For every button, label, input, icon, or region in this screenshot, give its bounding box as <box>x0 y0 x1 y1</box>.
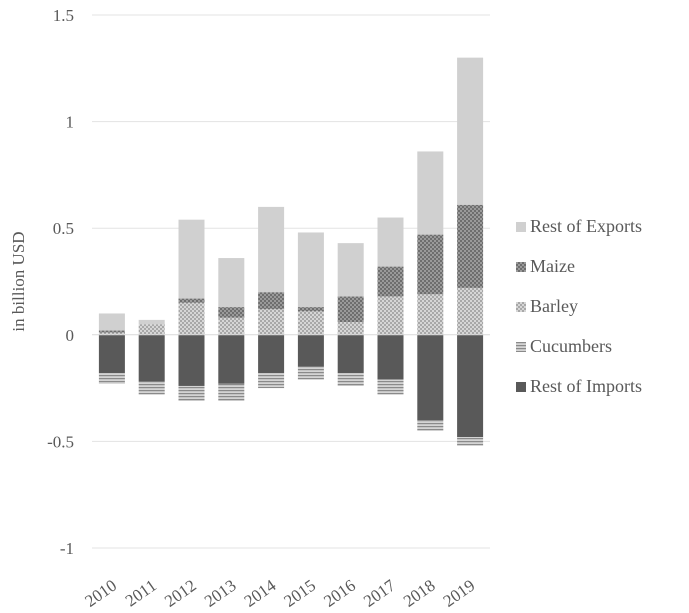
bar-cucumbers-2015 <box>297 366 324 380</box>
x-tick-label: 2017 <box>360 575 399 610</box>
gridlines <box>92 14 490 549</box>
y-tick-label: 0.5 <box>53 219 74 238</box>
y-tick-label: 0 <box>66 326 75 345</box>
bars <box>98 57 484 446</box>
bar-rest-of-exports-2010 <box>98 313 125 331</box>
y-tick-labels: -1 -0.5 0 0.5 1 1.5 <box>47 6 74 558</box>
bar-rest-of-exports-2011 <box>138 319 165 325</box>
bar-maize-2012 <box>178 298 205 303</box>
bar-cucumbers-2013 <box>218 383 245 401</box>
x-tick-label: 2012 <box>161 576 200 611</box>
bar-rest-of-imports-2011 <box>138 334 165 382</box>
y-tick-label: -1 <box>60 539 74 558</box>
x-tick-label: 2015 <box>280 576 319 611</box>
x-tick-label: 2014 <box>241 575 280 610</box>
bar-cucumbers-2016 <box>337 373 364 386</box>
bar-maize-2016 <box>337 296 364 323</box>
bar-maize-2017 <box>377 266 404 297</box>
bar-maize-2010 <box>98 330 125 333</box>
x-tick-label: 2013 <box>201 576 240 611</box>
x-tick-label: 2016 <box>320 576 359 611</box>
x-tick-label: 2019 <box>440 576 479 611</box>
bar-barley-2013 <box>218 317 245 335</box>
legend-label: Rest of Imports <box>530 376 642 396</box>
bar-rest-of-exports-2018 <box>417 151 444 235</box>
bar-maize-2014 <box>258 292 285 310</box>
bar-rest-of-imports-2018 <box>417 334 444 421</box>
legend-label: Barley <box>530 296 578 316</box>
bar-barley-2017 <box>377 296 404 335</box>
bar-cucumbers-2010 <box>98 373 125 384</box>
bar-maize-2019 <box>457 204 484 288</box>
bar-rest-of-exports-2015 <box>297 232 324 308</box>
bar-cucumbers-2014 <box>258 373 285 389</box>
legend-swatch-rest-of-exports <box>516 222 526 232</box>
bar-rest-of-exports-2017 <box>377 217 404 267</box>
bar-maize-2015 <box>297 307 324 312</box>
bar-rest-of-imports-2012 <box>178 334 205 386</box>
legend-swatch-maize <box>516 262 526 272</box>
bar-maize-2018 <box>417 234 444 295</box>
legend-label: Rest of Exports <box>530 216 642 236</box>
y-axis-label: in billion USD <box>9 231 28 331</box>
y-tick-label: -0.5 <box>47 432 74 451</box>
bar-rest-of-exports-2013 <box>218 258 245 308</box>
bar-cucumbers-2011 <box>138 381 165 395</box>
bar-barley-2018 <box>417 294 444 335</box>
bar-barley-2014 <box>258 309 285 335</box>
bar-barley-2010 <box>98 332 125 335</box>
bar-rest-of-imports-2017 <box>377 334 404 380</box>
bar-rest-of-imports-2016 <box>337 334 364 374</box>
bar-cucumbers-2019 <box>457 437 484 446</box>
legend-swatch-rest-of-imports <box>516 382 526 392</box>
bar-rest-of-imports-2019 <box>457 334 484 438</box>
bar-rest-of-exports-2012 <box>178 219 205 299</box>
legend-swatch-barley <box>516 302 526 312</box>
legend-label: Cucumbers <box>530 336 612 356</box>
bar-barley-2011 <box>138 324 165 335</box>
legend-label: Maize <box>530 256 575 276</box>
bar-maize-2013 <box>218 307 245 318</box>
bar-cucumbers-2017 <box>377 379 404 395</box>
x-tick-labels: 2010 2011 2012 2013 2014 2015 2016 2017 2018 2019 <box>81 575 478 610</box>
bar-rest-of-imports-2013 <box>218 334 245 384</box>
bar-barley-2012 <box>178 302 205 335</box>
x-tick-label: 2010 <box>81 576 120 611</box>
bar-rest-of-imports-2014 <box>258 334 285 374</box>
bar-barley-2015 <box>297 311 324 335</box>
bar-barley-2019 <box>457 287 484 335</box>
bar-barley-2016 <box>337 322 364 335</box>
legend: Rest of Exports Maize Barley Cucumbers Rest … <box>516 216 642 396</box>
legend-swatch-cucumbers <box>516 342 526 352</box>
x-tick-label: 2011 <box>122 576 160 611</box>
bar-rest-of-exports-2014 <box>258 206 285 293</box>
bar-rest-of-exports-2016 <box>337 243 364 297</box>
y-tick-label: 1 <box>66 113 75 132</box>
bar-rest-of-imports-2015 <box>297 334 324 367</box>
bar-rest-of-exports-2019 <box>457 57 484 205</box>
y-tick-label: 1.5 <box>53 6 74 25</box>
bar-cucumbers-2018 <box>417 420 444 431</box>
x-tick-label: 2018 <box>400 576 439 611</box>
bar-rest-of-imports-2010 <box>98 334 125 374</box>
bar-cucumbers-2012 <box>178 385 205 401</box>
